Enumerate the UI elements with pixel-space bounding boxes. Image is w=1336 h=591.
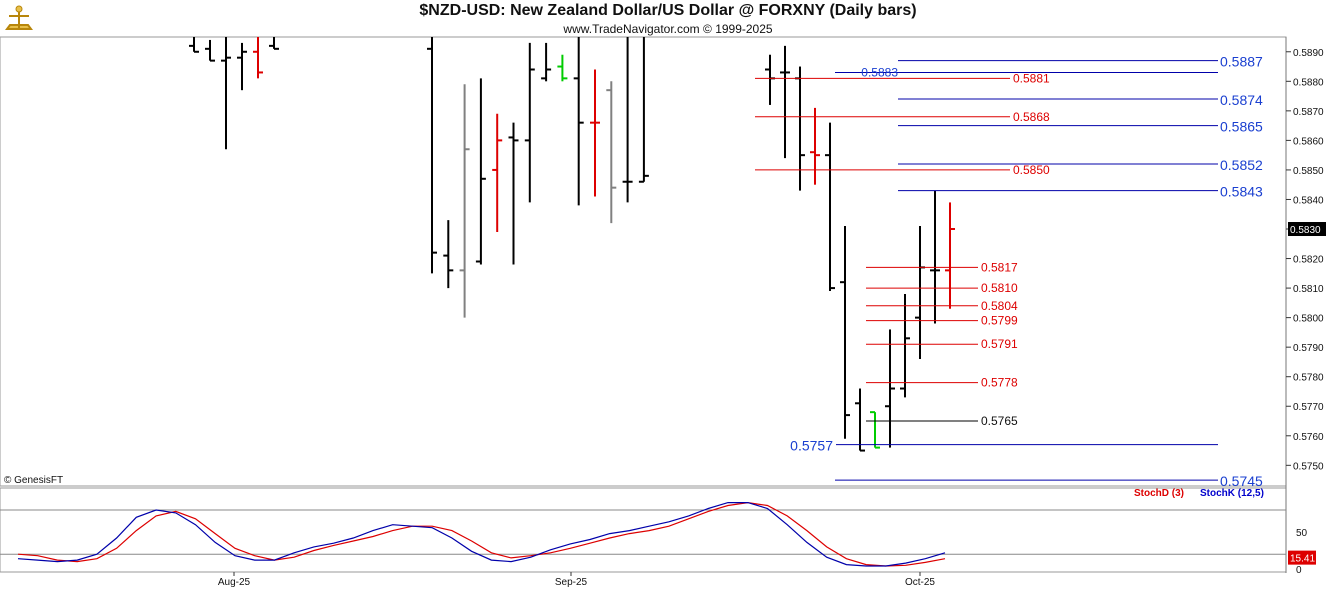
last-price-box [1288, 222, 1326, 237]
y-tick-label: 0.5880 [1293, 77, 1324, 88]
level-label: 0.5874 [1220, 92, 1263, 108]
x-tick-label: Aug-25 [218, 577, 251, 588]
y-tick-label: 0.5820 [1293, 255, 1324, 266]
level-label: 0.5868 [1013, 110, 1050, 124]
price-axis-panel [1286, 37, 1336, 573]
trade-navigator-logo-icon [5, 5, 33, 30]
stoch-line-stochk-12-5- [17, 502, 946, 567]
x-tick-label: Sep-25 [555, 577, 588, 588]
stoch-last-box [1288, 550, 1316, 565]
level-label: 0.5881 [1013, 71, 1050, 85]
y-tick-label: 0.5860 [1293, 136, 1324, 147]
level-label: 0.5799 [981, 314, 1018, 328]
level-label: 0.5852 [1220, 157, 1263, 173]
y-tick-label: 0.5780 [1293, 373, 1324, 384]
level-label: 0.5883 [861, 65, 898, 79]
stoch-panel [0, 487, 1287, 573]
level-label: 0.5810 [981, 281, 1018, 295]
level-label: 0.5887 [1220, 54, 1263, 70]
y-tick-label: 0.5770 [1293, 402, 1324, 413]
stoch-y-tick-label: 0 [1296, 565, 1302, 576]
level-label: 0.5778 [981, 376, 1018, 390]
level-label: 0.5757 [790, 438, 833, 454]
y-tick-label: 0.5840 [1293, 195, 1324, 206]
last-price-label: 0.5830 [1290, 225, 1321, 236]
y-tick-label: 0.5890 [1293, 48, 1324, 59]
level-label: 0.5791 [981, 337, 1018, 351]
level-label: 0.5745 [1220, 473, 1263, 489]
y-tick-label: 0.5760 [1293, 432, 1324, 443]
level-label: 0.5850 [1013, 163, 1050, 177]
level-label: 0.5817 [981, 260, 1018, 274]
level-label: 0.5843 [1220, 184, 1263, 200]
y-tick-label: 0.5800 [1293, 314, 1324, 325]
credit-text: © GenesisFT [4, 475, 64, 486]
legend-stoch-k: StochK (12,5) [1200, 488, 1264, 499]
y-tick-label: 0.5850 [1293, 166, 1324, 177]
level-label: 0.5804 [981, 299, 1018, 313]
chart-subtitle: www.TradeNavigator.com © 1999-2025 [563, 22, 773, 36]
y-tick-label: 0.5750 [1293, 461, 1324, 472]
chart-title: $NZD-USD: New Zealand Dollar/US Dollar @… [419, 2, 917, 19]
y-tick-label: 0.5810 [1293, 284, 1324, 295]
y-tick-label: 0.5790 [1293, 343, 1324, 354]
level-label: 0.5765 [981, 414, 1018, 428]
x-tick-label: Oct-25 [905, 577, 935, 588]
stoch-y-tick-label: 50 [1296, 528, 1308, 539]
level-label: 0.5865 [1220, 119, 1263, 135]
y-tick-label: 0.5870 [1293, 107, 1324, 118]
stoch-last-label: 15.41 [1290, 554, 1315, 565]
legend-stoch-d: StochD (3) [1134, 488, 1184, 499]
